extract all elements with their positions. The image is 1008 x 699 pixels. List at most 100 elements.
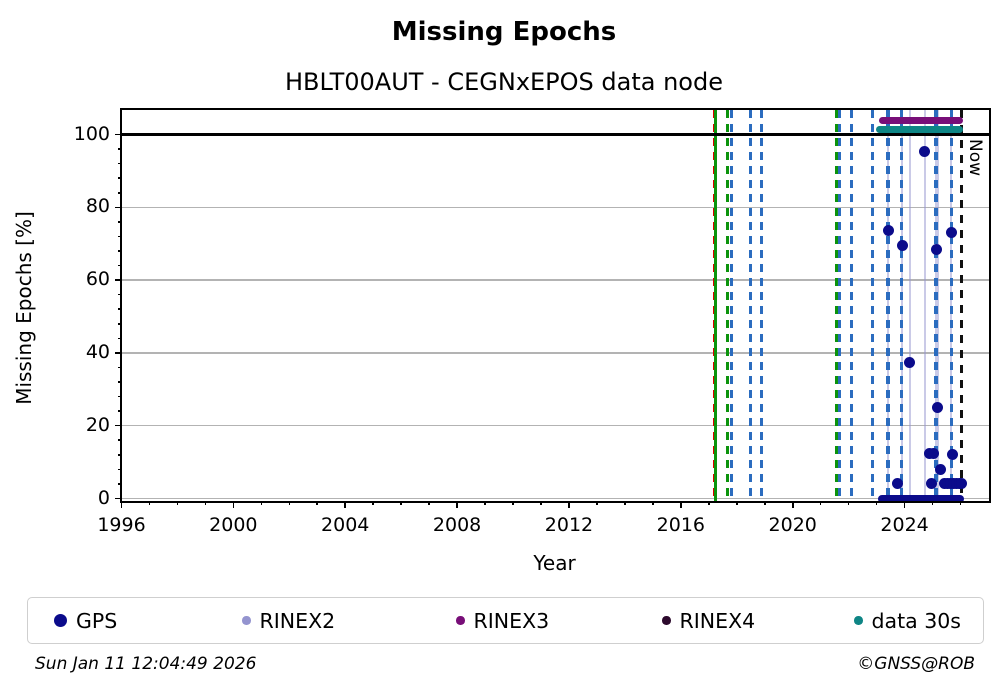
x-tick-label: 2000 [209,514,258,536]
x-tick-label: 2020 [768,514,817,536]
y-minor-tick [117,308,122,310]
gridline-y-40 [121,352,989,354]
y-minor-tick [117,293,122,296]
legend-label: RINEX2 [259,608,336,633]
y-minor-tick [117,191,122,194]
legend-label: RINEX4 [679,608,756,633]
y-major-tick [114,424,122,427]
y-minor-tick [117,454,122,456]
x-minor-tick [428,500,430,505]
gridline-y-60 [121,279,989,281]
legend-marker-dot [662,616,671,625]
event-vline [870,110,875,501]
x-minor-tick [596,500,598,505]
legend-label: GPS [76,608,118,633]
gridline-y-80 [121,206,989,209]
gps-zero-run [877,494,964,503]
x-major-tick [344,500,347,508]
x-minor-tick [288,500,291,505]
y-minor-tick [117,235,122,238]
y-minor-tick [117,439,122,442]
y-major-tick [114,497,122,500]
x-tick-label: 2004 [321,514,370,536]
x-minor-tick [708,500,710,505]
gps-point [934,464,946,476]
x-minor-tick [512,500,514,505]
x-minor-tick [931,500,934,505]
y-minor-tick [117,410,122,412]
x-minor-tick [148,500,151,505]
y-minor-tick [117,322,122,325]
reference-line-100 [121,133,989,136]
x-major-tick [232,500,235,508]
event-vline [849,110,854,501]
footer-timestamp: Sun Jan 11 12:04:49 2026 [35,654,257,674]
x-minor-tick [763,500,766,505]
legend-item-gps: GPS [54,598,117,643]
now-annotation: Now [965,139,1008,176]
legend-item-data30s: data 30s [854,598,961,643]
x-axis-label: Year [533,551,576,575]
event-vline [886,110,890,501]
x-minor-tick [372,500,374,505]
y-major-tick [114,206,122,209]
x-major-tick [456,500,458,508]
gps-point [946,448,958,460]
event-vline [714,110,717,501]
gps-point [882,225,894,237]
event-vline [759,110,764,501]
x-minor-tick [316,500,319,505]
gps-point [928,447,940,459]
y-tick-label: 80 [85,195,110,218]
x-minor-tick [652,500,654,505]
y-minor-tick [117,162,122,165]
gps-point [904,356,916,368]
event-vline [837,110,842,501]
gps-point [891,477,903,489]
x-minor-tick [959,500,962,505]
event-vline [934,110,938,501]
x-minor-tick [400,500,402,505]
x-tick-label: 2008 [432,514,482,536]
x-major-tick [568,500,570,508]
x-major-tick [903,500,906,508]
x-minor-tick [176,500,179,505]
legend-label: data 30s [871,608,961,633]
now-line [960,110,963,501]
x-major-tick [680,500,682,508]
y-minor-tick [117,483,122,485]
legend-label: RINEX3 [473,608,550,633]
series-bar-RINEX3 [878,116,963,124]
event-vline [949,110,954,501]
plot-content [121,110,989,503]
gps-point [919,146,931,158]
chart-title: Missing Epochs [391,17,617,47]
gridline-y-20 [121,424,989,427]
x-minor-tick [540,500,542,505]
legend-item-rinex4: RINEX4 [662,598,755,643]
y-axis-label: Missing Epochs [%] [12,211,36,405]
x-major-tick [791,500,794,508]
x-minor-tick [260,500,263,505]
stem-line [923,110,926,501]
legend-marker-dot [242,616,251,625]
x-tick-label: 2024 [880,514,929,536]
x-minor-tick [735,500,738,505]
gridline-y-0 [121,497,989,500]
legend: GPS RINEX2 RINEX3 RINEX4 data 30s [27,597,984,644]
y-tick-label: 20 [85,413,110,436]
y-minor-tick [117,221,122,223]
legend-marker-dot [854,616,863,625]
y-major-tick [114,352,122,354]
gps-point [932,402,944,414]
y-minor-tick [117,395,122,398]
event-vline [726,110,730,501]
y-tick-label: 60 [85,268,110,291]
y-tick-label: 40 [85,340,110,363]
y-major-tick [114,133,122,136]
x-minor-tick [875,500,878,505]
plot-frame [119,108,991,503]
event-vline [748,110,753,501]
legend-item-rinex3: RINEX3 [456,598,549,643]
